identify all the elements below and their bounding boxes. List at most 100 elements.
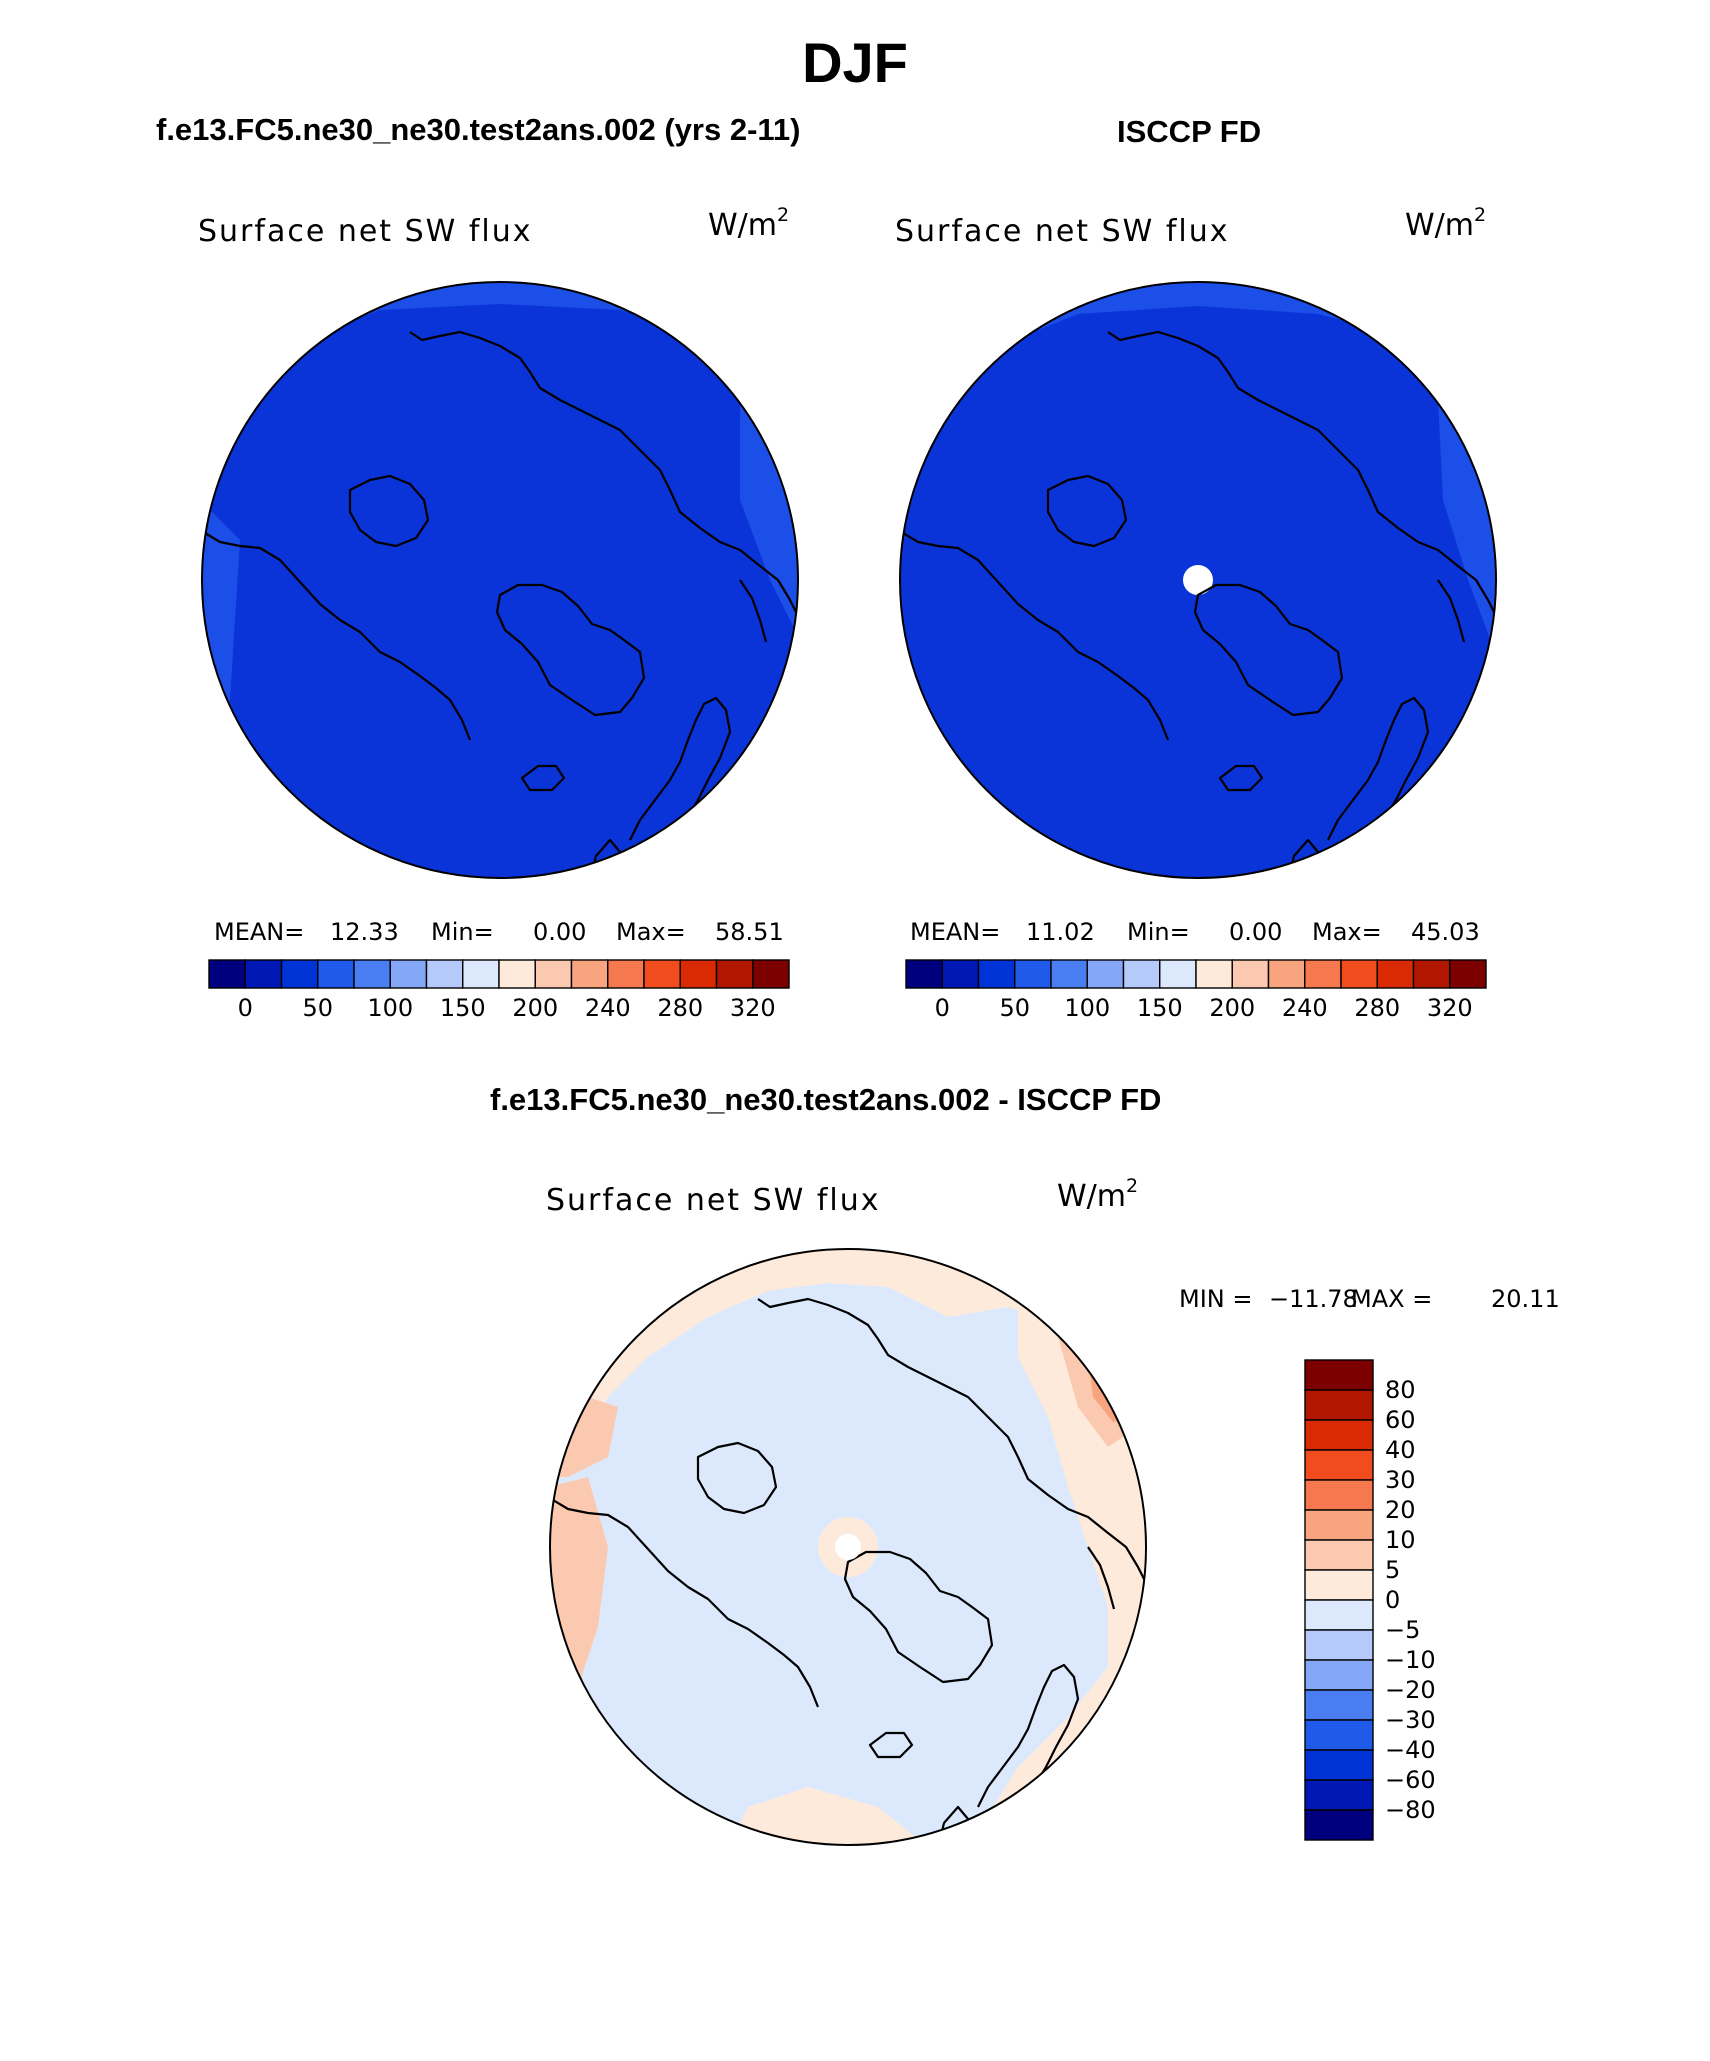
- coastline: [520, 764, 566, 792]
- panel1-colorbar: 0 50 100 150 200 240 280 320: [208, 959, 790, 1022]
- coastline: [495, 583, 646, 717]
- panel2-mean-label: MEAN=: [910, 918, 1001, 946]
- colorbar-tick-label: 60: [1385, 1406, 1416, 1434]
- colorbar-swatch: [570, 959, 609, 989]
- colorbar-tick-label: 240: [1282, 994, 1328, 1022]
- colorbar-swatch: [280, 959, 319, 989]
- panel1-min-label: Min=: [431, 918, 494, 946]
- colorbar-swatch: [1304, 1719, 1374, 1751]
- colorbar-swatch: [977, 959, 1016, 989]
- panel3-max-label: MAX =: [1351, 1285, 1433, 1313]
- panel2-colorbar: 0 50 100 150 200 240 280 320: [905, 959, 1487, 1022]
- colorbar-tick-label: −30: [1385, 1706, 1436, 1734]
- colorbar-tick-label: −10: [1385, 1646, 1436, 1674]
- map-field-patch: [728, 1787, 928, 1845]
- colorbar-tick-label: 0: [935, 994, 950, 1022]
- colorbar-swatch: [1304, 1629, 1374, 1661]
- colorbar-swatch: [1086, 959, 1125, 989]
- colorbar-swatch: [1014, 959, 1052, 989]
- panel3-min-value: −11.78: [1269, 1285, 1358, 1313]
- colorbar-swatch: [1304, 1359, 1374, 1391]
- colorbar-swatch: [752, 959, 790, 989]
- coastline: [843, 1550, 994, 1684]
- coastline: [1046, 474, 1128, 548]
- colorbar-swatch: [1412, 959, 1451, 989]
- colorbar-tick-label: 100: [1064, 994, 1110, 1022]
- panel1-max-label: Max=: [616, 918, 686, 946]
- map-boundary: [201, 281, 799, 879]
- colorbar-tick-label: 30: [1385, 1466, 1416, 1494]
- coastline: [409, 330, 798, 681]
- panel1-max-value: 58.51: [715, 918, 784, 946]
- coastline: [629, 696, 732, 841]
- colorbar-swatch: [317, 959, 355, 989]
- colorbar-tick-label: 320: [1427, 994, 1473, 1022]
- coastline: [1327, 696, 1430, 841]
- model-polar-map: [201, 281, 799, 879]
- colorbar-swatch: [1304, 1779, 1374, 1811]
- panel1-variable-title: Surface net SW flux: [198, 214, 533, 249]
- colorbar-swatch: [679, 959, 718, 989]
- coastline: [1087, 1546, 1116, 1610]
- coastline: [348, 474, 430, 548]
- colorbar-swatch: [1304, 1809, 1374, 1841]
- colorbar-swatch: [1304, 1389, 1374, 1421]
- colorbar-swatch: [1304, 1509, 1374, 1541]
- colorbar-tick-label: 5: [1385, 1556, 1400, 1584]
- map-boundary: [549, 1248, 1147, 1846]
- colorbar-tick-label: 0: [238, 994, 253, 1022]
- colorbar-tick-label: 150: [440, 994, 486, 1022]
- colorbar-tick-label: −80: [1385, 1796, 1436, 1824]
- colorbar-tick-label: −60: [1385, 1766, 1436, 1794]
- colorbar-swatch: [607, 959, 645, 989]
- coastline: [1193, 583, 1344, 717]
- colorbar-swatch: [1231, 959, 1270, 989]
- colorbar-swatch: [208, 959, 246, 989]
- coastline: [696, 1441, 778, 1515]
- difference-polar-map: [549, 1248, 1147, 1846]
- colorbar-tick-label: 280: [1354, 994, 1400, 1022]
- coastline: [868, 1731, 914, 1759]
- colorbar-swatch: [1304, 1749, 1374, 1781]
- coastline: [550, 1496, 820, 1708]
- colorbar-tick-label: 150: [1137, 994, 1183, 1022]
- colorbar-tick-label: 20: [1385, 1496, 1416, 1524]
- coastline: [1107, 330, 1496, 681]
- colorbar-swatch: [244, 959, 283, 989]
- colorbar-swatch: [1304, 1539, 1374, 1571]
- colorbar-swatch: [1449, 959, 1487, 989]
- colorbar-tick-label: −20: [1385, 1676, 1436, 1704]
- coastline: [900, 529, 1170, 741]
- colorbar-tick-label: 10: [1385, 1526, 1416, 1554]
- coastline: [202, 529, 472, 741]
- panel2-max-value: 45.03: [1411, 918, 1480, 946]
- panel2-variable-title: Surface net SW flux: [895, 214, 1230, 249]
- colorbar-swatch: [425, 959, 464, 989]
- obs-polar-map: [899, 281, 1497, 879]
- obs-dataset-title: ISCCP FD: [1117, 114, 1262, 149]
- panel2-max-label: Max=: [1312, 918, 1382, 946]
- panel2-min-label: Min=: [1127, 918, 1190, 946]
- coastline: [977, 1663, 1080, 1808]
- colorbar-tick-label: 50: [302, 994, 333, 1022]
- colorbar-tick-label: 200: [1209, 994, 1255, 1022]
- colorbar-swatch: [1304, 1599, 1374, 1631]
- colorbar-tick-label: 240: [585, 994, 631, 1022]
- panel3-max-value: 20.11: [1491, 1285, 1560, 1313]
- colorbar-swatch: [1304, 1569, 1374, 1601]
- colorbar-tick-label: −5: [1385, 1616, 1420, 1644]
- map-field-base: [202, 282, 798, 878]
- map-field-patch: [550, 1249, 1146, 1487]
- colorbar-swatch: [389, 959, 428, 989]
- map-boundary: [899, 281, 1497, 879]
- panel2-mean-value: 11.02: [1026, 918, 1095, 946]
- colorbar-tick-label: 320: [730, 994, 776, 1022]
- coastline: [1437, 579, 1466, 643]
- difference-title: f.e13.FC5.ne30_ne30.test2ans.002 - ISCCP…: [490, 1082, 1162, 1117]
- colorbar-swatch: [905, 959, 943, 989]
- colorbar-swatch: [1304, 1419, 1374, 1451]
- panel3-units: W/m2: [1057, 1175, 1139, 1214]
- colorbar-swatch: [643, 959, 681, 989]
- colorbar-swatch: [941, 959, 980, 989]
